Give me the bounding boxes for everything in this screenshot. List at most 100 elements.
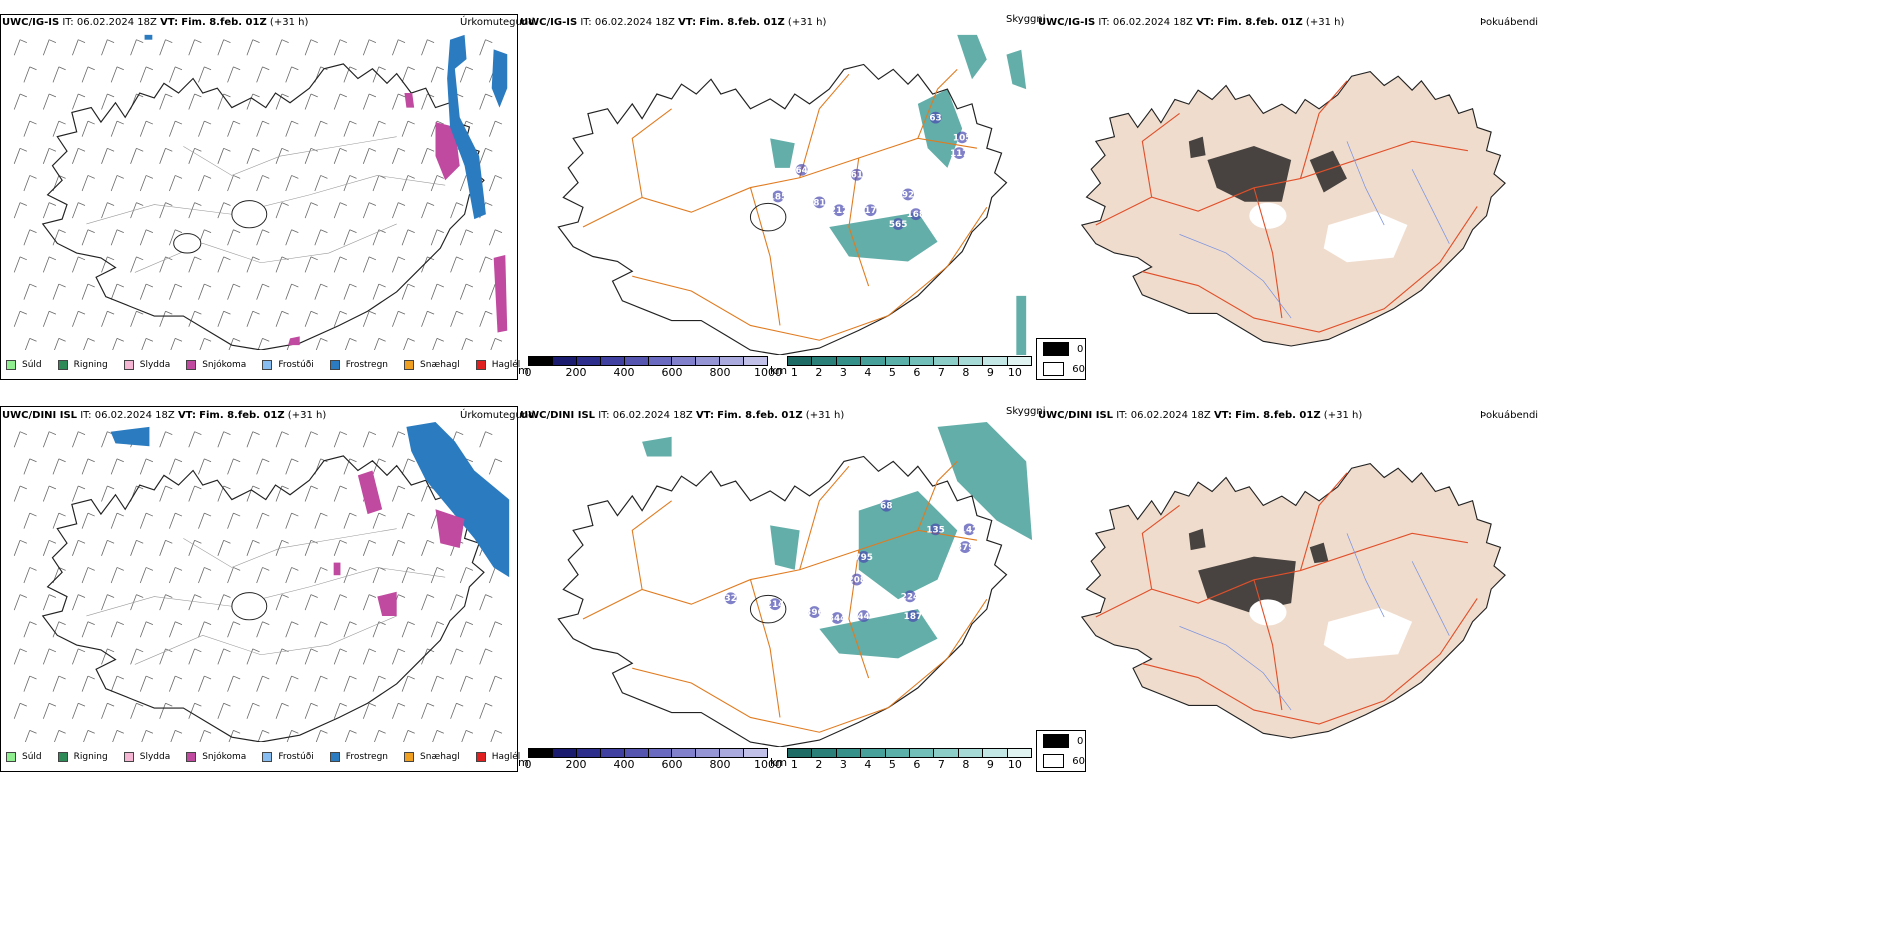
panel-header: UWC/DINI ISL IT: 06.02.2024 18Z VT: Fim.… [2,410,326,421]
legend-swatch [404,360,415,370]
colorbar-cell [600,749,625,757]
colorbar-cell [672,749,697,757]
legend-item: Frostúði [262,360,314,370]
colorbar-cell [552,357,577,365]
valid-time: Fim. 8.feb. 01Z [699,17,785,28]
visibility-colorbar-1: 1 2 3 4 5 6 7 8 9 10 [787,356,1032,380]
precip-snow-1 [288,93,508,346]
colorbar-cell [744,749,768,757]
colorbar-tick: 800 [709,366,731,379]
visibility-ticks: 1 2 3 4 5 6 7 8 9 10 [787,366,1032,380]
valid-time: Fim. 8.feb. 01Z [1217,17,1303,28]
valid-time: Fim. 8.feb. 01Z [199,410,285,421]
colorbar-cell [624,749,649,757]
precip-legend-1: Súld Rigning Slydda Snjókoma Frostúði Frostre… [6,360,536,370]
colorbar-cell [885,749,911,757]
colorbar-cell [1007,357,1032,365]
visibility-shading-2 [642,422,1033,659]
colorbar-cell [529,357,553,365]
colorbar-cell [958,357,984,365]
cloud-base-value: 63 [929,114,941,124]
cloud-base-value: 208 [848,576,867,586]
cloud-base-cells [528,748,768,758]
precip-panel-title: Úrkomutegund [460,17,535,28]
legend-item: Snæhagl [404,752,460,762]
cloud-base-value: 224 [901,592,920,602]
cloud-base-marker [833,204,845,217]
cloud-base-value: 44 [858,612,870,622]
init-time: 06.02.2024 18Z [94,410,175,421]
colorbar-cell [910,357,935,365]
legend-swatch [262,752,273,762]
colorbar-cell [600,357,625,365]
legend-swatch [123,752,134,762]
init-label: IT: [1116,410,1128,421]
colorbar-cell [788,357,813,365]
colorbar-tick: 3 [839,366,847,379]
legend-swatch [6,752,16,762]
colorbar-tick: 400 [613,758,635,771]
colorbar-cell [983,749,1008,757]
colorbar-tick: 600 [661,366,683,379]
precip-map-svg [13,422,510,742]
precip-map-2 [1,422,517,742]
fog-max-label: 60 [1072,363,1085,375]
legend-swatch [186,360,197,370]
cloud-map-1: 63 105 117 64 61 185 81 212 17 92 168 565 [520,30,1036,355]
lead-time: (+31 h) [1323,410,1363,421]
lead-time: (+31 h) [269,17,309,28]
legend-swatch [6,360,16,370]
valid-label: VT: [177,410,196,421]
colorbar-tick: 2 [815,366,823,379]
legend-label: Frostregn [345,360,389,370]
colorbar-tick: 200 [565,758,587,771]
legend-item: Haglél [475,752,520,762]
colorbar-cell [720,749,745,757]
colorbar-cell [696,749,721,757]
valid-label: VT: [1213,410,1232,421]
fog-panel-title: Þokuábendi [1480,410,1539,421]
legend-label: Haglél [491,360,521,370]
panel-header: UWC/IG-IS IT: 06.02.2024 18Z VT: Fim. 8.… [520,17,826,28]
cloud-base-marker [864,204,877,217]
cloud-base-marker [772,190,784,203]
colorbar-cell [624,357,649,365]
cloud-map-svg: 68 135 142 379 795 208 214 396 344 44 224 187 32 [557,422,1033,747]
legend-label: Rigning [73,360,108,370]
legend-swatch [475,360,486,370]
colorbar-tick: 3 [839,758,847,771]
colorbar-tick: 7 [937,758,945,771]
precip-freezing-rain-2 [110,422,510,578]
cloud-base-marker [808,606,821,618]
cloud-base-marker [909,208,922,221]
colorbar-tick: 9 [986,758,994,771]
init-label: IT: [598,410,610,421]
legend-label: Slydda [139,752,171,762]
visibility-cells [787,356,1032,366]
cloud-base-value: 379 [956,543,975,553]
cloud-base-marker [857,610,870,622]
init-time: 06.02.2024 18Z [612,410,693,421]
cloud-base-marker [831,612,843,624]
legend-item: Rigning [57,752,108,762]
legend-label: Frostúði [278,752,314,762]
colorbar-tick: 8 [962,366,970,379]
lead-time: (+31 h) [787,17,827,28]
cloud-base-marker [907,610,919,622]
colorbar-cell [983,357,1008,365]
precip-panel-frame-2 [0,406,518,772]
fog-swatch-min [1043,342,1069,356]
colorbar-tick: 10 [1007,366,1022,379]
colorbar-cell [812,357,837,365]
colorbar-tick: 600 [661,758,683,771]
cloud-base-value: 187 [904,612,922,622]
panel-header: UWC/IG-IS IT: 06.02.2024 18Z VT: Fim. 8.… [2,17,308,28]
colorbar-cell [934,357,959,365]
legend-item: Frostregn [329,360,389,370]
cloud-base-value: 81 [813,198,825,208]
legend-item: Rigning [57,360,108,370]
fog-min-label: 0 [1077,343,1084,355]
valid-label: VT: [1196,17,1215,28]
cloud-base-value: 795 [854,553,873,563]
legend-label: Súld [22,752,42,762]
